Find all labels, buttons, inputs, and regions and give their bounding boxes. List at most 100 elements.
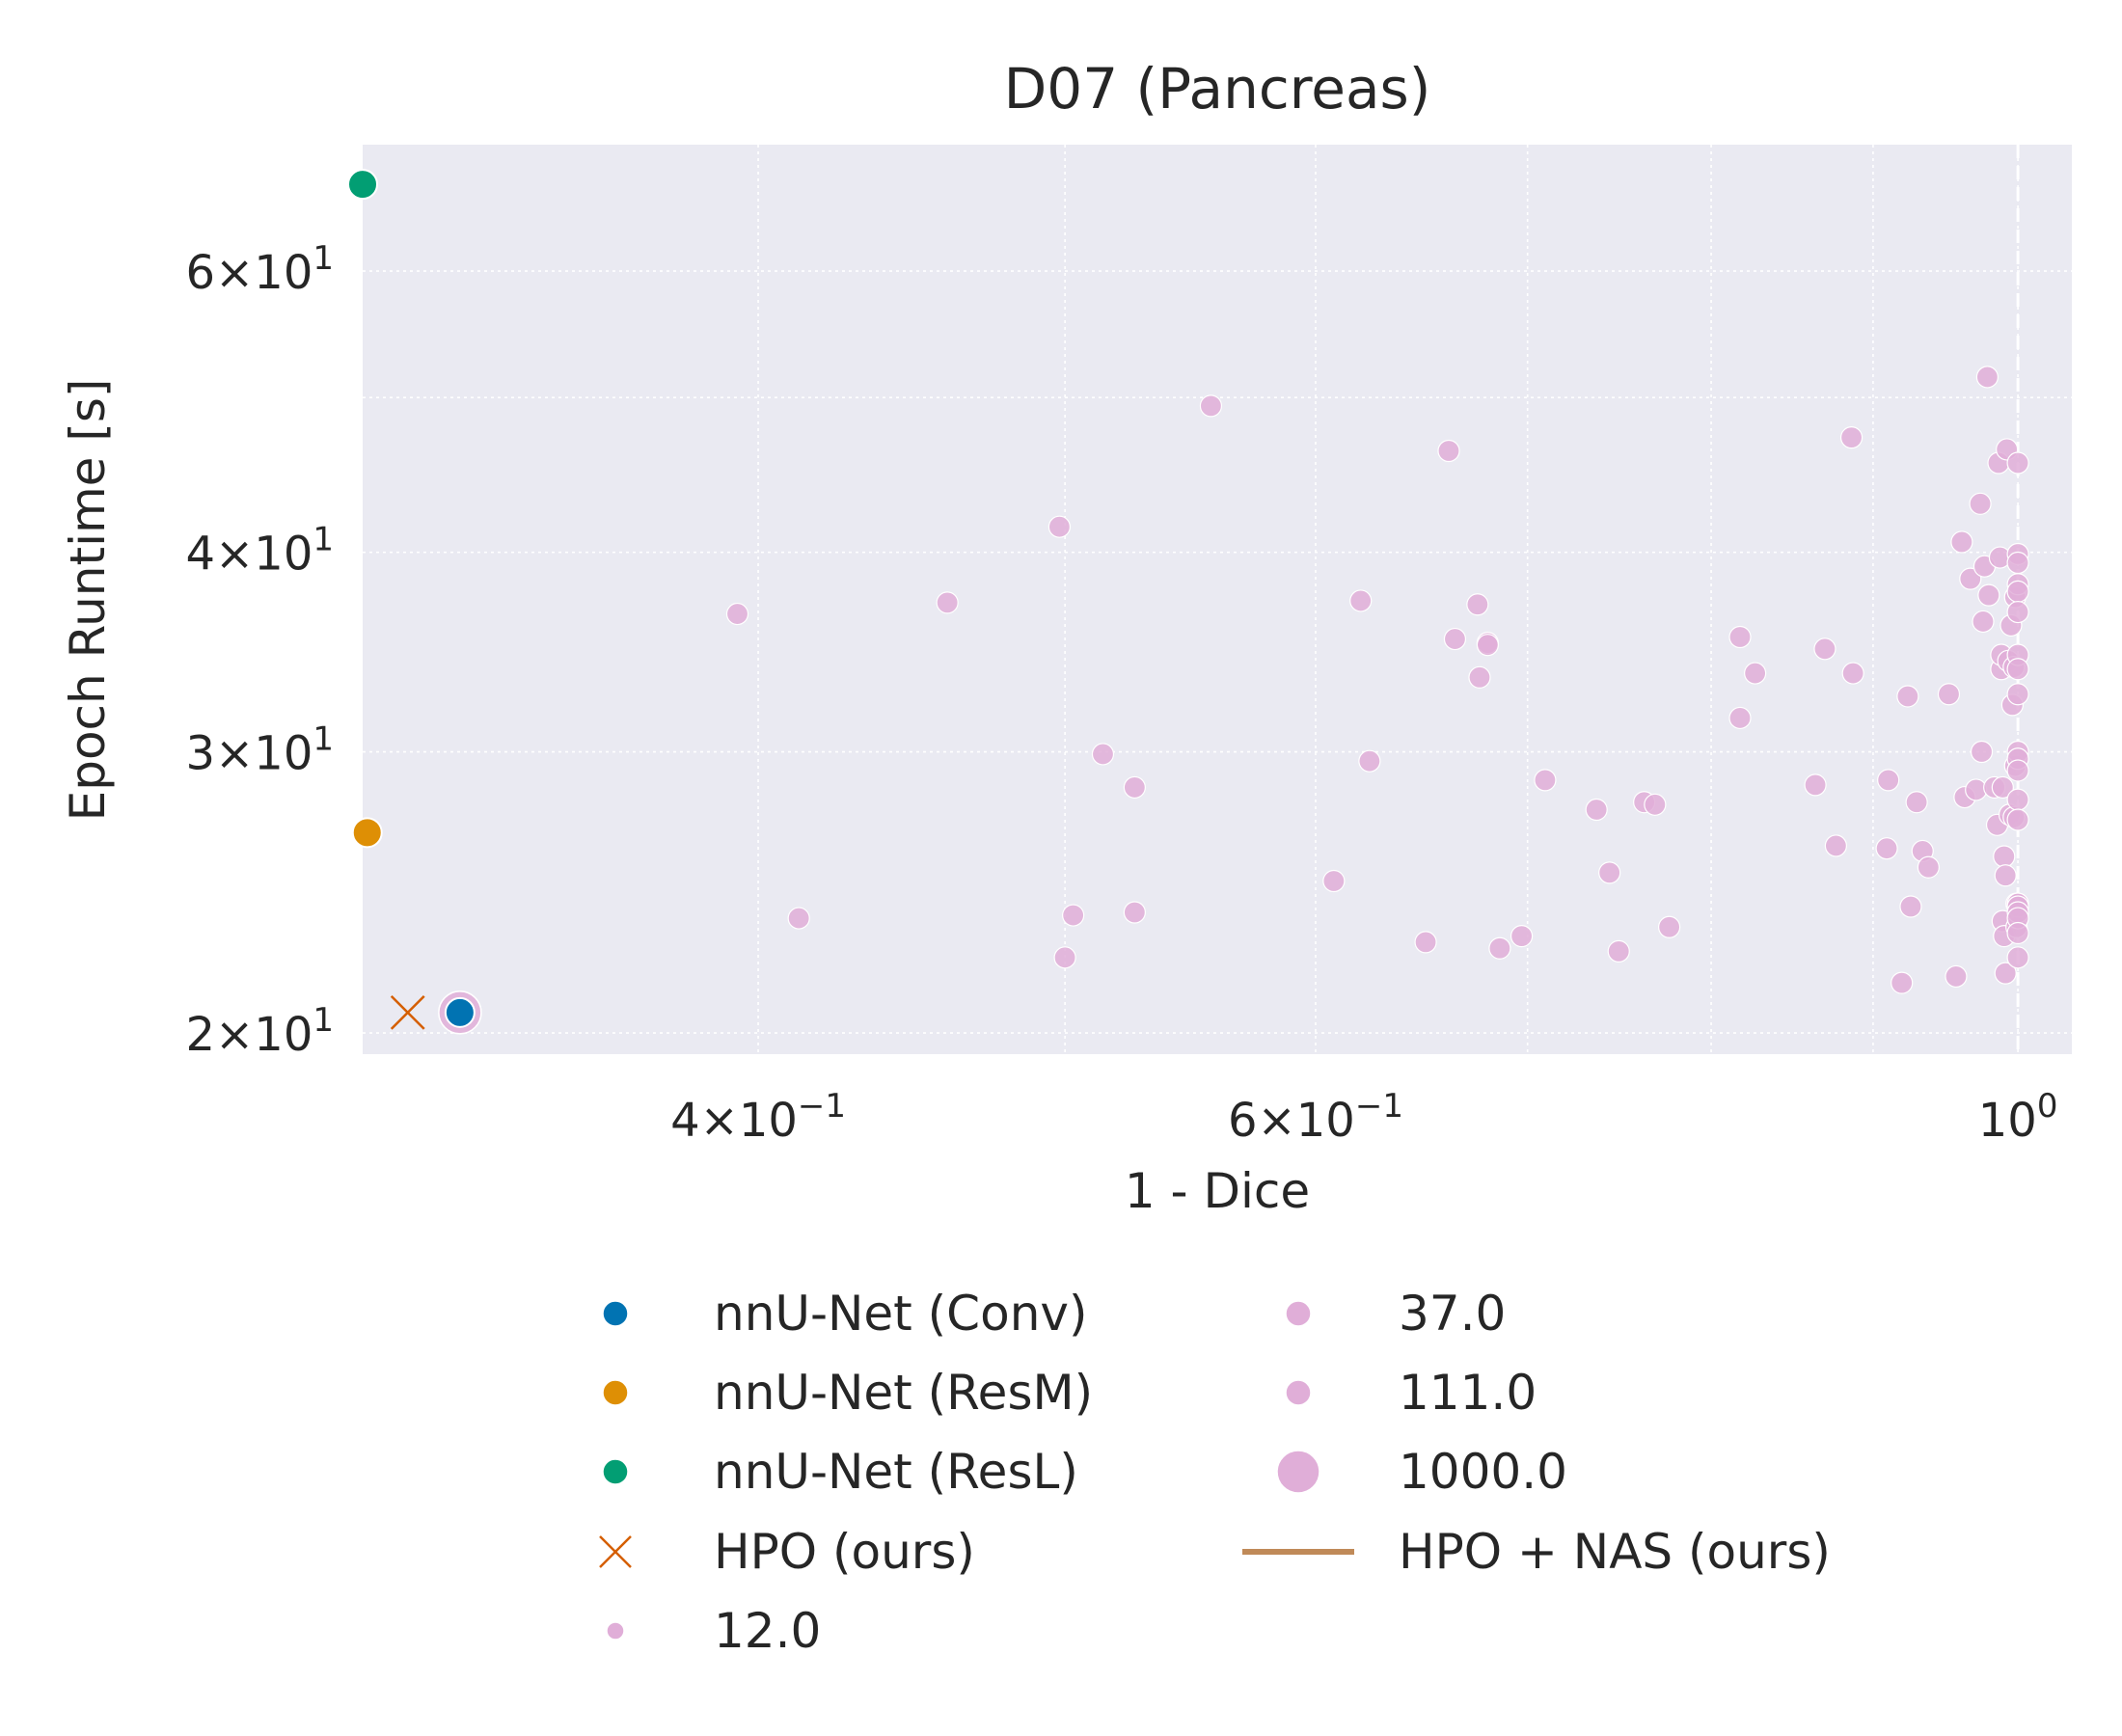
trial-point — [1488, 936, 1511, 960]
legend-label: 12.0 — [714, 1603, 821, 1659]
legend-marker — [599, 1535, 632, 1568]
y-tick-label: 2×101 — [186, 1001, 334, 1062]
trial-point — [1839, 426, 1864, 449]
x-tick-label: 100 — [1978, 1087, 2058, 1148]
trial-point — [1993, 845, 2016, 868]
legend-label: HPO (ours) — [714, 1524, 975, 1580]
trial-point — [1877, 769, 1900, 792]
trial-point — [1466, 593, 1489, 616]
trial-point — [1991, 775, 2014, 800]
trial-point — [2006, 759, 2029, 782]
legend-label: nnU-Net (ResM) — [714, 1365, 1093, 1421]
trial-point — [2006, 600, 2029, 624]
trial-point — [1091, 743, 1115, 766]
legend-marker — [602, 1458, 629, 1485]
x-tick-label: 4×10−1 — [670, 1087, 846, 1148]
trial-point — [1728, 625, 1752, 649]
trial-point — [1975, 366, 1999, 389]
series-point-x — [390, 994, 425, 1030]
trial-point — [1950, 530, 1973, 554]
trial-point — [1199, 394, 1223, 418]
trial-point — [1969, 492, 1992, 515]
trial-point — [787, 907, 810, 930]
legend-item: HPO + NAS (ours) — [1242, 1524, 1831, 1580]
legend-item: nnU-Net (ResL) — [602, 1444, 1078, 1500]
trial-point — [1994, 864, 2017, 887]
trial-point — [1959, 567, 1982, 590]
legend-label: nnU-Net (Conv) — [714, 1286, 1087, 1342]
legend-item: nnU-Net (Conv) — [602, 1286, 1087, 1342]
legend-item: 37.0 — [1285, 1286, 1506, 1342]
trial-point — [1476, 634, 1499, 657]
grid — [363, 145, 2072, 1054]
trial-point — [1123, 775, 1146, 800]
y-axis-label: Epoch Runtime [s] — [60, 379, 116, 822]
legend-marker — [606, 1621, 625, 1641]
trial-point — [2006, 658, 2029, 681]
trial-point — [1728, 706, 1752, 730]
trial-point — [1644, 793, 1667, 816]
trial-point — [725, 602, 749, 626]
trial-point — [1824, 834, 1847, 857]
trial-point — [1658, 915, 1681, 938]
trial-point — [1905, 791, 1928, 814]
legend-item: 111.0 — [1285, 1365, 1537, 1421]
trial-point — [2006, 683, 2029, 706]
chart-title: D07 (Pancreas) — [1004, 56, 1431, 122]
y-tick-labels: 2×101 3×101 4×101 6×101 — [186, 239, 334, 1062]
y-tick-label: 3×101 — [186, 720, 334, 781]
legend-item: 1000.0 — [1276, 1444, 1567, 1500]
legend-label: 37.0 — [1399, 1286, 1506, 1342]
trial-point — [1047, 515, 1071, 538]
trial-point — [2006, 808, 2029, 831]
trial-point — [1937, 683, 1961, 706]
y-tick-label: 4×101 — [186, 521, 334, 582]
series-markers — [347, 169, 476, 1030]
trial-point — [1534, 769, 1557, 792]
trial-point — [1994, 962, 2017, 985]
trial-point — [936, 591, 959, 614]
series-point — [351, 817, 383, 849]
trial-point — [1945, 964, 1968, 989]
x-axis-label: 1 - Dice — [1125, 1163, 1310, 1219]
trial-point — [1891, 971, 1914, 994]
legend-label: nnU-Net (ResL) — [714, 1444, 1078, 1500]
trial-point — [1468, 665, 1491, 689]
plot-area — [363, 145, 2072, 1054]
y-tick-label: 6×101 — [186, 239, 334, 300]
trial-point — [1510, 924, 1534, 948]
trial-point — [1977, 583, 2000, 607]
trial-point — [1322, 869, 1346, 893]
trial-point — [1598, 861, 1621, 884]
legend-item: nnU-Net (ResM) — [602, 1365, 1093, 1421]
trial-point — [1585, 798, 1608, 822]
trial-point — [2006, 788, 2029, 811]
trial-point — [1744, 662, 1767, 685]
trial-point — [1053, 946, 1076, 969]
trial-point — [1972, 610, 1995, 634]
legend-marker — [1285, 1300, 1312, 1327]
legend-marker — [1285, 1379, 1312, 1406]
trial-point — [1896, 685, 1919, 708]
legend-item: HPO (ours) — [599, 1524, 975, 1580]
series-point — [444, 996, 476, 1028]
legend-item: 12.0 — [606, 1603, 821, 1659]
legend-marker — [602, 1379, 629, 1406]
series-point — [347, 169, 378, 201]
trial-point — [1437, 439, 1460, 463]
trial-point — [1414, 931, 1437, 954]
trial-point — [2006, 946, 2029, 969]
trial-point — [1841, 662, 1864, 685]
trial-point — [1607, 939, 1630, 963]
legend-marker — [1276, 1450, 1320, 1494]
trial-point — [1899, 895, 1922, 918]
trial-point — [2006, 580, 2029, 603]
x-tick-labels: 4×10−1 6×10−1 100 — [670, 1087, 2057, 1148]
trial-point — [2006, 921, 2029, 945]
legend: nnU-Net (Conv) nnU-Net (ResM) nnU-Net (Res… — [599, 1286, 1831, 1659]
trial-point — [2006, 451, 2029, 475]
trial-point — [1062, 904, 1085, 927]
trial-point — [1813, 637, 1836, 661]
trial-point — [1875, 837, 1898, 860]
